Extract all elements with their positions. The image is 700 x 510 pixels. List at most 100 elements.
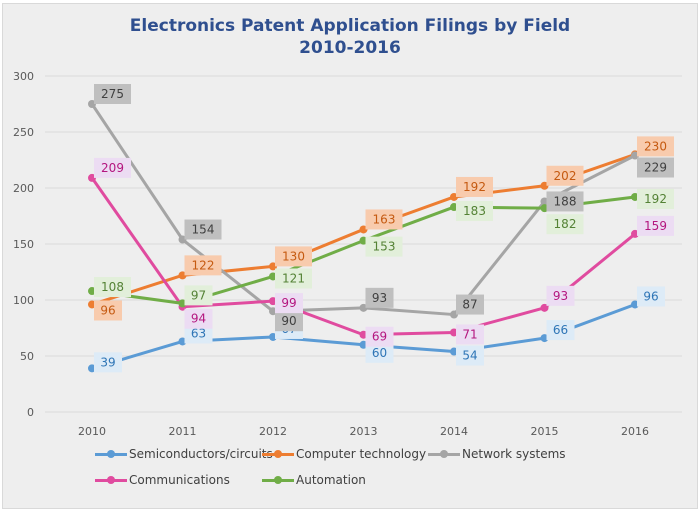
data-label-computer-technology: 163 [373, 212, 396, 226]
data-label-computer-technology: 130 [282, 249, 305, 263]
data-label-automation: 97 [191, 288, 206, 302]
legend-item-computer-technology: Computer technology [262, 447, 426, 461]
legend-swatch [262, 449, 294, 458]
data-label-automation: 121 [282, 271, 305, 285]
y-tick-label: 150 [13, 238, 34, 251]
x-axis-ticks: 2010 2011 2012 2013 2014 2015 2016 [78, 425, 649, 438]
x-tick-label: 2014 [440, 425, 468, 438]
data-label-bg-computer-technology [456, 176, 493, 197]
legend-marker-icon [440, 449, 448, 458]
x-tick-label: 2016 [621, 425, 649, 438]
data-label-communications: 69 [372, 330, 387, 344]
data-label-communications: 209 [101, 161, 124, 175]
data-label-automation: 153 [373, 240, 396, 254]
data-label-bg-computer-technology [637, 136, 674, 157]
data-label-bg-network-systems [456, 294, 484, 315]
legend-marker-icon [107, 449, 115, 458]
legend-label: Network systems [462, 447, 566, 461]
data-label-bg-automation [184, 285, 213, 306]
chart-subtitle: 2010-2016 [299, 38, 401, 58]
legend-item-automation: Automation [262, 473, 366, 487]
y-tick-label: 100 [13, 294, 34, 307]
legend-label: Semiconductors/circuits [129, 447, 273, 461]
legend-item-network-systems: Network systems [428, 447, 566, 461]
legend-item-semiconductors-circuits: Semiconductors/circuits [95, 447, 273, 461]
data-label-computer-technology: 230 [644, 139, 667, 153]
data-label-bg-automation [275, 268, 312, 289]
data-label-computer-technology: 192 [463, 180, 486, 194]
data-label-network-systems: 90 [281, 314, 296, 328]
data-label-bg-automation [456, 201, 493, 222]
data-label-network-systems: 154 [192, 223, 215, 237]
data-label-network-systems: 188 [554, 194, 577, 208]
data-label-bg-network-systems [546, 191, 584, 212]
data-label-bg-network-systems [637, 157, 674, 178]
data-label-semiconductors-circuits: 96 [643, 289, 658, 303]
legend-swatch [428, 449, 460, 458]
y-tick-label: 250 [13, 126, 34, 139]
data-label-bg-semiconductors-circuits [546, 320, 575, 341]
data-label-communications: 99 [281, 296, 296, 310]
data-label-communications: 159 [644, 219, 667, 233]
data-label-communications: 93 [553, 289, 568, 303]
data-label-bg-communications [456, 324, 484, 345]
y-tick-label: 300 [13, 70, 34, 83]
x-tick-label: 2010 [78, 425, 106, 438]
legend-marker-icon [107, 475, 115, 484]
x-tick-label: 2012 [259, 425, 287, 438]
legend-swatch [95, 449, 127, 458]
data-label-bg-computer-technology [546, 165, 584, 186]
data-label-bg-communications [94, 157, 131, 178]
chart-title: Electronics Patent Application Filings b… [129, 16, 571, 36]
data-label-bg-automation [546, 214, 584, 235]
data-label-bg-communications [365, 326, 394, 347]
data-labels: 3963676054669696122130163192202230275154… [94, 84, 674, 373]
y-tick-label: 50 [20, 350, 34, 363]
data-label-automation: 108 [101, 280, 124, 294]
y-axis-ticks: 0 50 100 150 200 250 300 [13, 70, 34, 419]
data-label-network-systems: 87 [462, 298, 477, 312]
data-label-semiconductors-circuits: 63 [191, 326, 206, 340]
legend-label: Communications [129, 473, 230, 487]
data-label-bg-communications [275, 293, 303, 314]
data-label-bg-communications [184, 308, 213, 329]
legend-label: Computer technology [296, 447, 427, 461]
data-label-semiconductors-circuits: 60 [372, 346, 387, 360]
x-tick-label: 2013 [350, 425, 378, 438]
data-label-bg-semiconductors-circuits [365, 342, 394, 363]
data-label-automation: 182 [554, 217, 577, 231]
data-label-bg-semiconductors-circuits [94, 352, 122, 373]
data-label-bg-communications [637, 215, 674, 236]
data-label-semiconductors-circuits: 39 [100, 355, 115, 369]
data-label-bg-semiconductors-circuits [637, 286, 665, 307]
data-label-semiconductors-circuits: 54 [462, 349, 477, 363]
x-tick-label: 2011 [169, 425, 197, 438]
data-label-bg-computer-technology [184, 255, 222, 276]
data-label-computer-technology: 122 [192, 258, 215, 272]
data-label-bg-automation [94, 277, 131, 298]
legend-swatch [262, 475, 294, 484]
data-label-automation: 192 [644, 192, 667, 206]
data-label-automation: 183 [463, 204, 486, 218]
y-tick-label: 200 [13, 182, 34, 195]
data-label-bg-automation [637, 188, 674, 209]
data-label-network-systems: 229 [644, 161, 667, 175]
data-label-bg-communications [546, 285, 575, 306]
data-label-bg-semiconductors-circuits [456, 345, 484, 366]
legend-swatch [95, 475, 127, 484]
data-label-semiconductors-circuits: 66 [553, 323, 568, 337]
legend-item-communications: Communications [95, 473, 230, 487]
x-tick-label: 2015 [531, 425, 559, 438]
data-label-bg-automation [365, 236, 403, 257]
data-label-network-systems: 93 [372, 291, 387, 305]
data-label-bg-network-systems [365, 287, 394, 308]
legend-marker-icon [274, 449, 282, 458]
legend-label: Automation [296, 473, 366, 487]
data-label-computer-technology: 96 [100, 303, 115, 317]
data-label-communications: 94 [191, 312, 206, 326]
data-label-bg-network-systems [275, 311, 303, 332]
data-label-network-systems: 275 [101, 87, 124, 101]
data-label-bg-network-systems [184, 219, 222, 240]
